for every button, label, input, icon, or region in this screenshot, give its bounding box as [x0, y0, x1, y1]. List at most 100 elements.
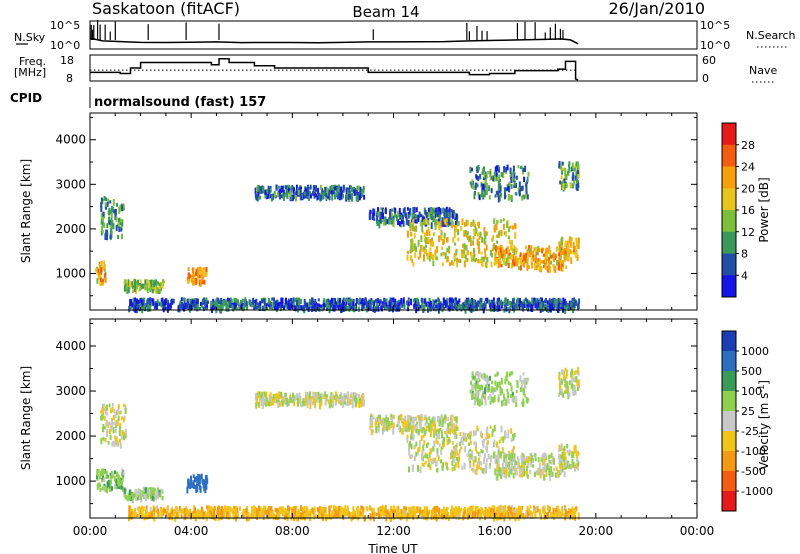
power-cell [120, 219, 123, 223]
velocity-cell [498, 439, 501, 444]
power-cell [180, 297, 183, 302]
velocity-cell [195, 476, 198, 482]
power-cell [490, 188, 493, 194]
velocity-cell [399, 414, 402, 421]
velocity-cell [339, 400, 342, 405]
velocity-cell [563, 369, 565, 375]
power-cell [179, 300, 182, 307]
power-cell [511, 247, 514, 253]
velocity-cell [313, 506, 316, 512]
power-cell [513, 223, 516, 229]
power-cell [348, 187, 351, 194]
power-cell [523, 255, 526, 261]
power-cell [555, 248, 558, 252]
velocity-cell [547, 512, 549, 518]
power-cell [391, 302, 394, 308]
power-cell [546, 256, 549, 261]
velocity-cell [500, 473, 502, 479]
power-cell [132, 298, 135, 304]
power-cell [378, 222, 381, 229]
power-cell [352, 301, 355, 307]
velocity-cell [344, 505, 347, 511]
power-cell [127, 286, 130, 291]
velocity-cell [556, 469, 559, 474]
power-cell [495, 190, 498, 195]
power-cell [421, 230, 424, 234]
velocity-cell [465, 436, 468, 442]
power-cell [300, 305, 303, 310]
power-cell [575, 161, 578, 166]
power-cell [554, 266, 557, 273]
power-cell [561, 186, 564, 190]
power-cell [429, 252, 432, 256]
velocity-cell [548, 464, 550, 470]
velocity-cell [276, 399, 279, 403]
velocity-cell [533, 471, 536, 478]
velocity-cell [511, 461, 514, 468]
power-cell [465, 244, 468, 251]
power-cell [522, 194, 525, 198]
velocity-cell [515, 470, 518, 476]
power-cell [563, 178, 566, 183]
velocity-cell [97, 483, 99, 489]
velocity-cell [362, 402, 365, 407]
power-cell [398, 303, 401, 309]
velocity-cell [564, 378, 567, 384]
power-cell [471, 179, 474, 186]
power-cell [397, 210, 400, 216]
power-cell [431, 237, 434, 241]
power-cell [479, 304, 482, 311]
velocity-cell [112, 427, 115, 434]
power-cell [394, 298, 397, 304]
power-cell [469, 238, 472, 242]
velocity-cell [347, 391, 350, 396]
power-cell [450, 224, 453, 229]
power-cell [402, 208, 405, 213]
power-cell [146, 288, 149, 294]
power-cell [313, 193, 316, 199]
power-cell [331, 194, 334, 201]
power-cell [575, 178, 578, 183]
power-cell [121, 205, 124, 212]
power-cell [548, 257, 550, 263]
power-cell [540, 304, 543, 310]
power-cell [497, 180, 500, 187]
velocity-cell [467, 449, 470, 455]
velocity-cell [504, 375, 507, 382]
velocity-cell [289, 396, 292, 404]
velocity-cell [334, 391, 337, 398]
power-cell [149, 297, 152, 305]
velocity-cell [348, 514, 350, 518]
velocity-cell [135, 512, 138, 518]
velocity-cell [564, 383, 567, 388]
power-cell [472, 254, 475, 262]
velocity-cell [146, 495, 149, 500]
velocity-cell [515, 401, 518, 408]
power-cell [111, 206, 113, 212]
velocity-cell [453, 464, 456, 471]
power-cell [513, 305, 516, 311]
velocity-cell [433, 421, 436, 427]
power-cell [549, 253, 552, 260]
power-cell [476, 239, 479, 246]
power-cell [401, 303, 404, 308]
power-cell [439, 208, 442, 215]
velocity-cell [195, 483, 198, 489]
power-cell [377, 207, 379, 212]
velocity-cell [455, 419, 458, 423]
velocity-cell [258, 508, 260, 514]
power-cell [522, 252, 525, 258]
velocity-cell [568, 452, 571, 456]
velocity-cell [563, 372, 566, 379]
velocity-cell [121, 479, 123, 485]
velocity-cell [469, 457, 472, 461]
velocity-cell [474, 447, 477, 452]
power-cell [325, 186, 328, 191]
power-cell [375, 306, 378, 312]
velocity-cell [409, 454, 412, 458]
velocity-cell [523, 514, 526, 520]
power-cell [512, 298, 515, 305]
power-cell [572, 303, 575, 308]
power-cell [475, 175, 478, 180]
